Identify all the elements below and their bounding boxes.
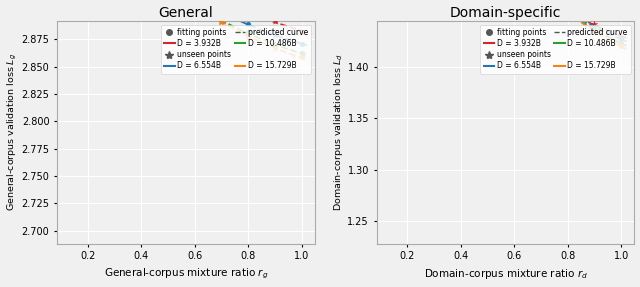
Point — [589, 29, 600, 33]
Point — [616, 37, 626, 41]
Point — [616, 44, 626, 49]
Point — [243, 34, 253, 39]
Title: Domain-specific: Domain-specific — [450, 5, 561, 20]
Point — [189, 1, 200, 6]
Point — [563, 9, 573, 14]
Point — [243, 22, 253, 27]
Y-axis label: General-corpus validation loss $L_g$: General-corpus validation loss $L_g$ — [6, 53, 19, 212]
Y-axis label: Domain-corpus validation loss $L_d$: Domain-corpus validation loss $L_d$ — [332, 53, 344, 211]
Point — [296, 30, 307, 34]
Point — [563, 9, 573, 14]
X-axis label: General-corpus mixture ratio $r_g$: General-corpus mixture ratio $r_g$ — [104, 267, 268, 282]
Point — [243, 30, 253, 34]
Point — [216, 11, 227, 16]
Point — [243, 10, 253, 15]
Point — [563, 9, 573, 14]
Legend: fitting points, D = 3.932B, unseen points, D = 6.554B, predicted curve, D = 10.4: fitting points, D = 3.932B, unseen point… — [161, 25, 311, 73]
Point — [296, 55, 307, 60]
Point — [269, 45, 280, 50]
Point — [563, 11, 573, 15]
Point — [589, 27, 600, 32]
Point — [589, 22, 600, 27]
Legend: fitting points, D = 3.932B, unseen points, D = 6.554B, predicted curve, D = 10.4: fitting points, D = 3.932B, unseen point… — [481, 25, 630, 73]
Point — [269, 19, 280, 23]
X-axis label: Domain-corpus mixture ratio $r_d$: Domain-corpus mixture ratio $r_d$ — [424, 267, 588, 281]
Point — [269, 42, 280, 47]
Title: General: General — [159, 5, 213, 20]
Point — [216, 0, 227, 4]
Point — [216, 18, 227, 23]
Point — [269, 33, 280, 38]
Point — [189, 2, 200, 7]
Point — [616, 35, 626, 39]
Point — [616, 40, 626, 45]
Point — [216, 19, 227, 24]
Point — [296, 51, 307, 55]
Point — [589, 25, 600, 29]
Point — [296, 41, 307, 46]
